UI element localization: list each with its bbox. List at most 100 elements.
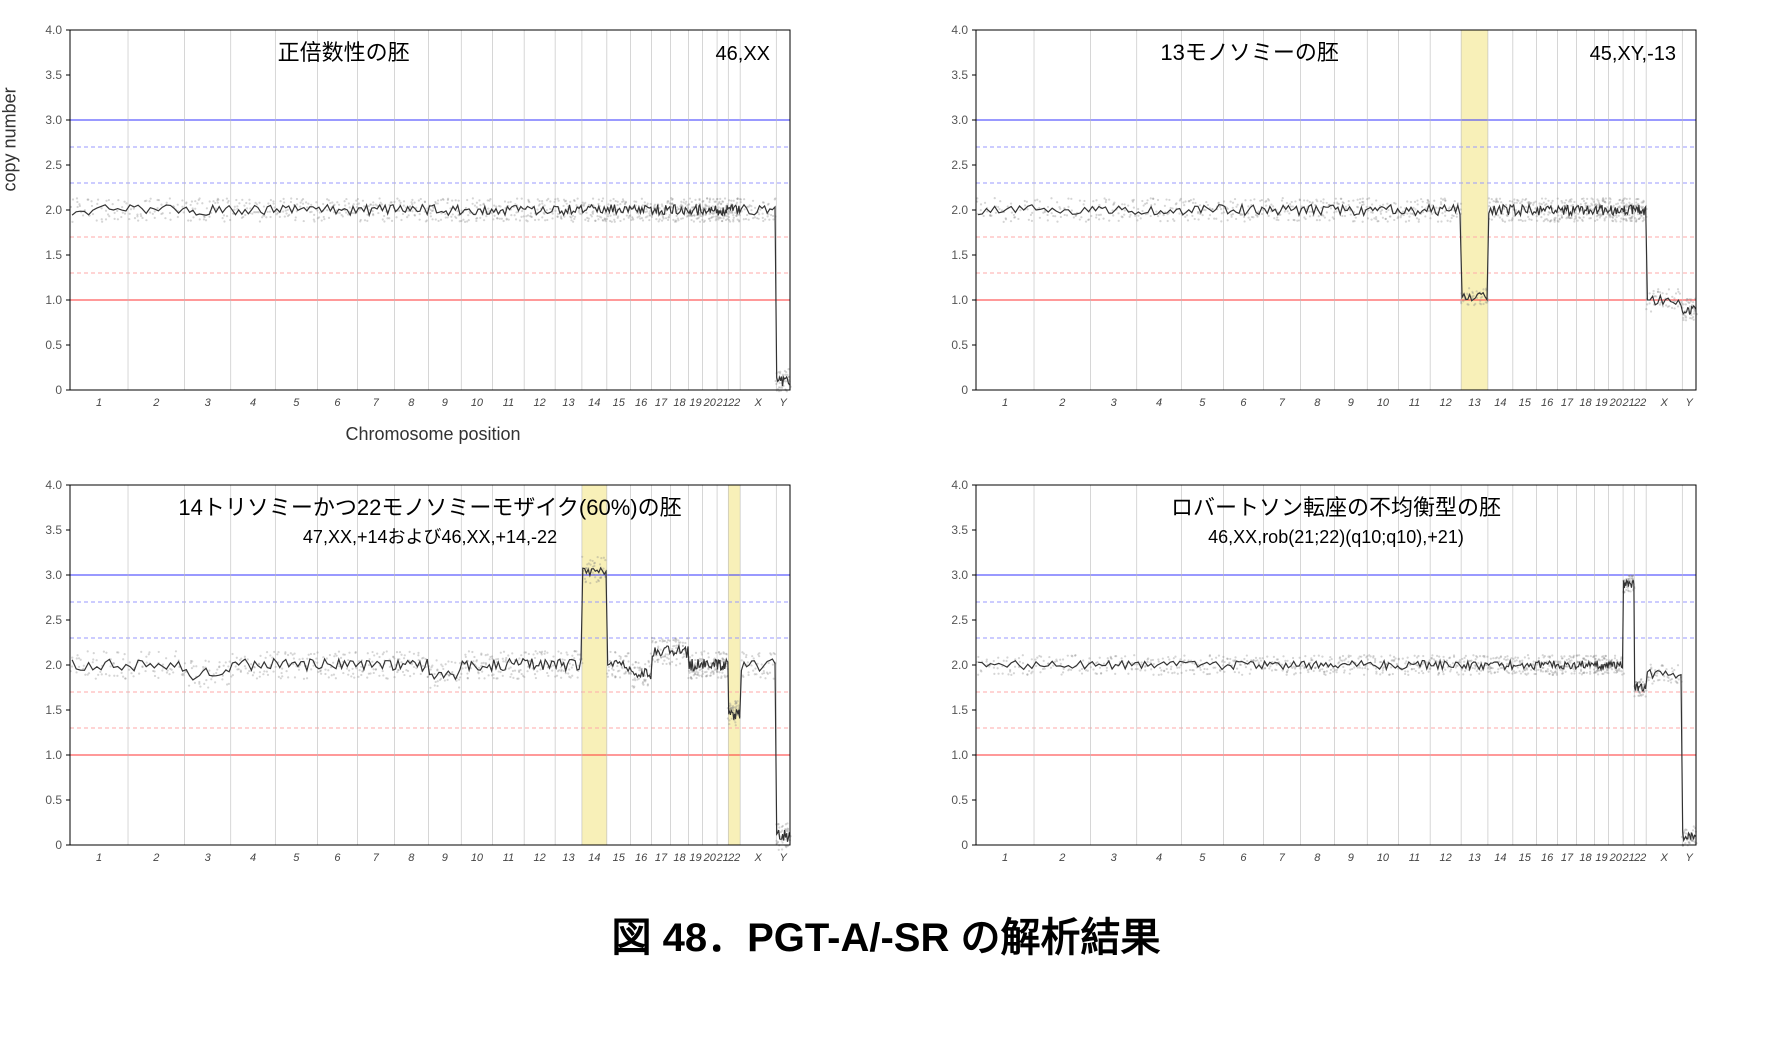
svg-text:16: 16 [1541, 852, 1554, 864]
svg-text:3.0: 3.0 [45, 113, 62, 127]
svg-text:3.5: 3.5 [951, 68, 968, 82]
svg-text:2: 2 [152, 852, 159, 864]
svg-text:11: 11 [503, 852, 514, 864]
svg-text:5: 5 [1199, 852, 1206, 864]
svg-text:14: 14 [1494, 852, 1506, 864]
svg-text:ロバートソン転座の不均衡型の胚: ロバートソン転座の不均衡型の胚 [1171, 495, 1501, 520]
svg-text:14トリソミーかつ22モノソミーモザイク(60%)の胚: 14トリソミーかつ22モノソミーモザイク(60%)の胚 [178, 495, 681, 520]
svg-text:16: 16 [635, 852, 648, 864]
svg-text:2.5: 2.5 [45, 613, 62, 627]
svg-text:3.0: 3.0 [951, 568, 968, 582]
svg-text:3.5: 3.5 [951, 523, 968, 537]
svg-text:19: 19 [689, 852, 701, 864]
svg-text:6: 6 [334, 852, 341, 864]
svg-text:3.0: 3.0 [951, 113, 968, 127]
svg-text:10: 10 [471, 852, 484, 864]
svg-text:13: 13 [1468, 397, 1481, 409]
svg-text:9: 9 [442, 397, 448, 409]
svg-text:1: 1 [1002, 852, 1008, 864]
svg-text:11: 11 [503, 397, 514, 409]
svg-text:4.0: 4.0 [45, 23, 62, 37]
svg-text:5: 5 [293, 852, 300, 864]
svg-text:2.0: 2.0 [45, 658, 62, 672]
svg-text:2: 2 [152, 397, 159, 409]
svg-text:1.0: 1.0 [951, 293, 968, 307]
panel-tri14mono22: 12345678910111213141516171819202122XY00.… [20, 475, 846, 875]
svg-text:8: 8 [408, 397, 415, 409]
svg-text:22: 22 [1633, 397, 1646, 409]
svg-text:22: 22 [1633, 852, 1646, 864]
svg-text:8: 8 [408, 852, 415, 864]
svg-text:1.0: 1.0 [45, 293, 62, 307]
svg-text:18: 18 [673, 397, 686, 409]
svg-text:5: 5 [1199, 397, 1206, 409]
svg-text:3: 3 [1111, 852, 1118, 864]
svg-text:47,XX,+14および46,XX,+14,-22: 47,XX,+14および46,XX,+14,-22 [303, 527, 557, 547]
svg-text:15: 15 [613, 852, 626, 864]
svg-text:19: 19 [689, 397, 701, 409]
svg-text:0: 0 [961, 838, 968, 852]
chart-svg: 12345678910111213141516171819202122XY00.… [20, 20, 800, 420]
svg-text:0.5: 0.5 [951, 793, 968, 807]
svg-text:7: 7 [373, 852, 380, 864]
svg-text:3: 3 [205, 852, 212, 864]
chart-svg: 12345678910111213141516171819202122XY00.… [926, 20, 1706, 420]
svg-text:0: 0 [55, 838, 62, 852]
x-axis-label: Chromosome position [20, 424, 846, 445]
svg-text:16: 16 [1541, 397, 1554, 409]
svg-text:17: 17 [1561, 852, 1574, 864]
svg-text:4: 4 [1156, 852, 1162, 864]
svg-text:18: 18 [1579, 852, 1592, 864]
svg-text:3.5: 3.5 [45, 523, 62, 537]
svg-text:2.0: 2.0 [951, 658, 968, 672]
svg-text:14: 14 [1494, 397, 1506, 409]
svg-text:1.0: 1.0 [45, 748, 62, 762]
chart-svg: 12345678910111213141516171819202122XY00.… [926, 475, 1706, 875]
svg-text:3.5: 3.5 [45, 68, 62, 82]
svg-text:0.5: 0.5 [951, 338, 968, 352]
svg-text:1: 1 [1002, 397, 1008, 409]
svg-text:20: 20 [1609, 852, 1623, 864]
svg-text:19: 19 [1595, 397, 1607, 409]
panel-monosomy13: 12345678910111213141516171819202122XY00.… [926, 20, 1752, 445]
svg-text:10: 10 [1377, 852, 1390, 864]
svg-text:1.5: 1.5 [951, 703, 968, 717]
svg-text:0: 0 [961, 383, 968, 397]
svg-text:3: 3 [1111, 397, 1118, 409]
svg-text:20: 20 [1609, 397, 1623, 409]
svg-text:13: 13 [562, 397, 575, 409]
svg-text:9: 9 [1348, 397, 1354, 409]
svg-text:1.5: 1.5 [45, 703, 62, 717]
figure-caption: 図 48．PGT-A/-SR の解析結果 [20, 905, 1752, 963]
svg-text:0.5: 0.5 [45, 338, 62, 352]
svg-text:4: 4 [250, 397, 256, 409]
svg-text:2: 2 [1058, 852, 1065, 864]
svg-text:X: X [1660, 397, 1669, 409]
svg-text:21: 21 [1622, 397, 1635, 409]
panel-euploid: copy number 1234567891011121314151617181… [20, 20, 846, 445]
svg-text:21: 21 [716, 397, 729, 409]
svg-text:2.5: 2.5 [951, 613, 968, 627]
svg-text:6: 6 [1240, 852, 1247, 864]
svg-text:14: 14 [588, 397, 600, 409]
svg-text:8: 8 [1314, 397, 1321, 409]
svg-text:X: X [754, 397, 763, 409]
svg-text:20: 20 [703, 852, 717, 864]
svg-text:正倍数性の胚: 正倍数性の胚 [278, 40, 410, 65]
chart-grid: copy number 1234567891011121314151617181… [20, 20, 1752, 875]
svg-text:18: 18 [673, 852, 686, 864]
svg-text:15: 15 [613, 397, 626, 409]
svg-text:2.0: 2.0 [45, 203, 62, 217]
svg-text:4.0: 4.0 [951, 23, 968, 37]
svg-text:2: 2 [1058, 397, 1065, 409]
svg-text:X: X [754, 852, 763, 864]
svg-text:13: 13 [562, 852, 575, 864]
svg-text:4.0: 4.0 [45, 478, 62, 492]
svg-text:2.0: 2.0 [951, 203, 968, 217]
svg-text:12: 12 [534, 397, 546, 409]
svg-text:4: 4 [1156, 397, 1162, 409]
svg-text:46,XX,rob(21;22)(q10;q10),+21): 46,XX,rob(21;22)(q10;q10),+21) [1208, 527, 1464, 547]
svg-text:18: 18 [1579, 397, 1592, 409]
svg-text:15: 15 [1519, 397, 1532, 409]
svg-text:Y: Y [1685, 852, 1693, 864]
